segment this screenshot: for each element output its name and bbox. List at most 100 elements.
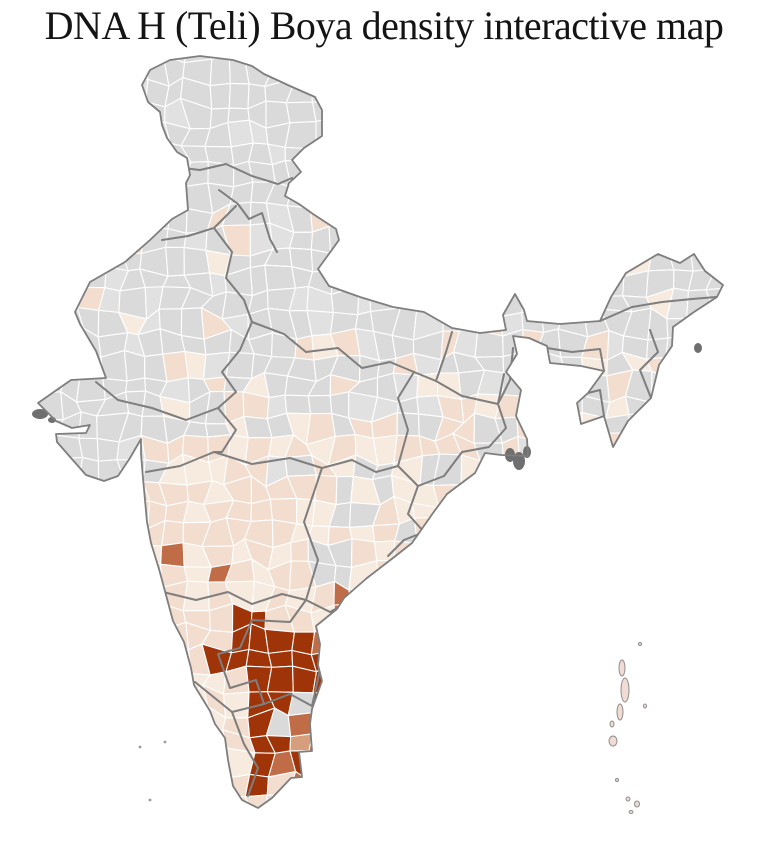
district[interactable] — [476, 819, 502, 839]
district[interactable] — [683, 664, 714, 698]
district[interactable] — [395, 772, 417, 801]
district[interactable] — [581, 684, 611, 715]
district[interactable] — [146, 665, 171, 693]
district[interactable] — [726, 312, 753, 339]
district[interactable] — [686, 350, 714, 375]
district[interactable] — [118, 608, 147, 627]
district[interactable] — [582, 748, 602, 776]
district[interactable] — [21, 776, 46, 799]
district[interactable] — [33, 519, 64, 546]
district[interactable] — [34, 285, 60, 320]
district[interactable] — [520, 789, 547, 822]
district[interactable] — [85, 689, 109, 715]
district[interactable] — [751, 294, 768, 313]
district[interactable] — [560, 580, 591, 613]
district[interactable] — [415, 190, 433, 206]
district[interactable] — [706, 78, 736, 106]
district[interactable] — [728, 476, 757, 507]
district[interactable] — [495, 539, 529, 569]
district[interactable] — [688, 398, 716, 424]
district[interactable] — [730, 603, 750, 633]
district[interactable] — [625, 562, 653, 587]
district[interactable] — [520, 834, 549, 855]
district[interactable] — [496, 80, 529, 108]
district[interactable] — [60, 142, 86, 163]
district[interactable] — [63, 252, 88, 272]
district[interactable] — [309, 62, 335, 78]
district[interactable] — [53, 184, 83, 213]
district[interactable] — [74, 122, 108, 145]
district[interactable] — [688, 750, 718, 780]
district[interactable] — [727, 333, 759, 352]
district[interactable] — [729, 706, 751, 736]
district[interactable] — [649, 833, 674, 855]
district[interactable] — [626, 625, 654, 654]
district[interactable] — [182, 580, 211, 612]
district[interactable] — [351, 623, 381, 655]
district[interactable] — [412, 815, 437, 840]
district[interactable] — [329, 643, 355, 672]
district[interactable] — [749, 603, 768, 633]
district[interactable] — [457, 602, 485, 628]
district[interactable] — [437, 769, 457, 801]
district[interactable] — [36, 160, 63, 186]
district[interactable] — [374, 581, 396, 611]
district[interactable] — [564, 78, 591, 110]
district[interactable] — [455, 99, 483, 131]
district[interactable] — [625, 521, 653, 542]
district[interactable] — [748, 643, 768, 673]
district[interactable] — [368, 271, 395, 294]
district[interactable] — [35, 476, 66, 505]
district[interactable] — [580, 537, 602, 568]
district[interactable] — [16, 646, 46, 673]
district[interactable] — [644, 648, 666, 675]
district[interactable] — [667, 732, 692, 755]
district[interactable] — [579, 627, 609, 649]
district[interactable] — [546, 267, 569, 299]
district[interactable] — [497, 750, 521, 780]
district[interactable] — [644, 625, 675, 656]
district[interactable] — [599, 562, 629, 588]
district[interactable] — [415, 286, 444, 312]
district[interactable] — [664, 601, 689, 627]
district[interactable] — [649, 812, 674, 834]
district[interactable] — [229, 840, 252, 855]
district[interactable] — [143, 646, 169, 668]
district[interactable] — [563, 249, 582, 270]
district[interactable] — [707, 98, 738, 130]
lakshadweep-island[interactable] — [138, 745, 142, 749]
district[interactable] — [649, 228, 674, 252]
district[interactable] — [35, 458, 66, 484]
district[interactable] — [120, 579, 143, 613]
district[interactable] — [479, 265, 503, 296]
district[interactable] — [708, 832, 734, 855]
district[interactable] — [121, 167, 150, 188]
district[interactable] — [517, 732, 545, 753]
district[interactable] — [352, 643, 381, 673]
district[interactable] — [332, 76, 359, 107]
district[interactable] — [604, 81, 625, 104]
district[interactable] — [98, 105, 121, 129]
district[interactable] — [85, 245, 107, 271]
district[interactable] — [524, 559, 547, 586]
district[interactable] — [541, 35, 570, 61]
district[interactable] — [683, 140, 711, 166]
district[interactable] — [209, 82, 231, 110]
district[interactable] — [103, 163, 123, 192]
district[interactable] — [499, 582, 527, 613]
district[interactable] — [707, 372, 729, 402]
district[interactable] — [284, 55, 313, 79]
district[interactable] — [732, 206, 757, 234]
district[interactable] — [641, 605, 675, 630]
district[interactable] — [38, 497, 66, 525]
district[interactable] — [479, 705, 504, 731]
district[interactable] — [729, 417, 751, 444]
district[interactable] — [348, 222, 377, 257]
district[interactable] — [307, 394, 333, 415]
district[interactable] — [61, 327, 85, 361]
district[interactable] — [355, 269, 378, 294]
district[interactable] — [476, 56, 504, 85]
district[interactable] — [54, 603, 84, 635]
district[interactable] — [561, 685, 588, 716]
district[interactable] — [748, 814, 768, 842]
